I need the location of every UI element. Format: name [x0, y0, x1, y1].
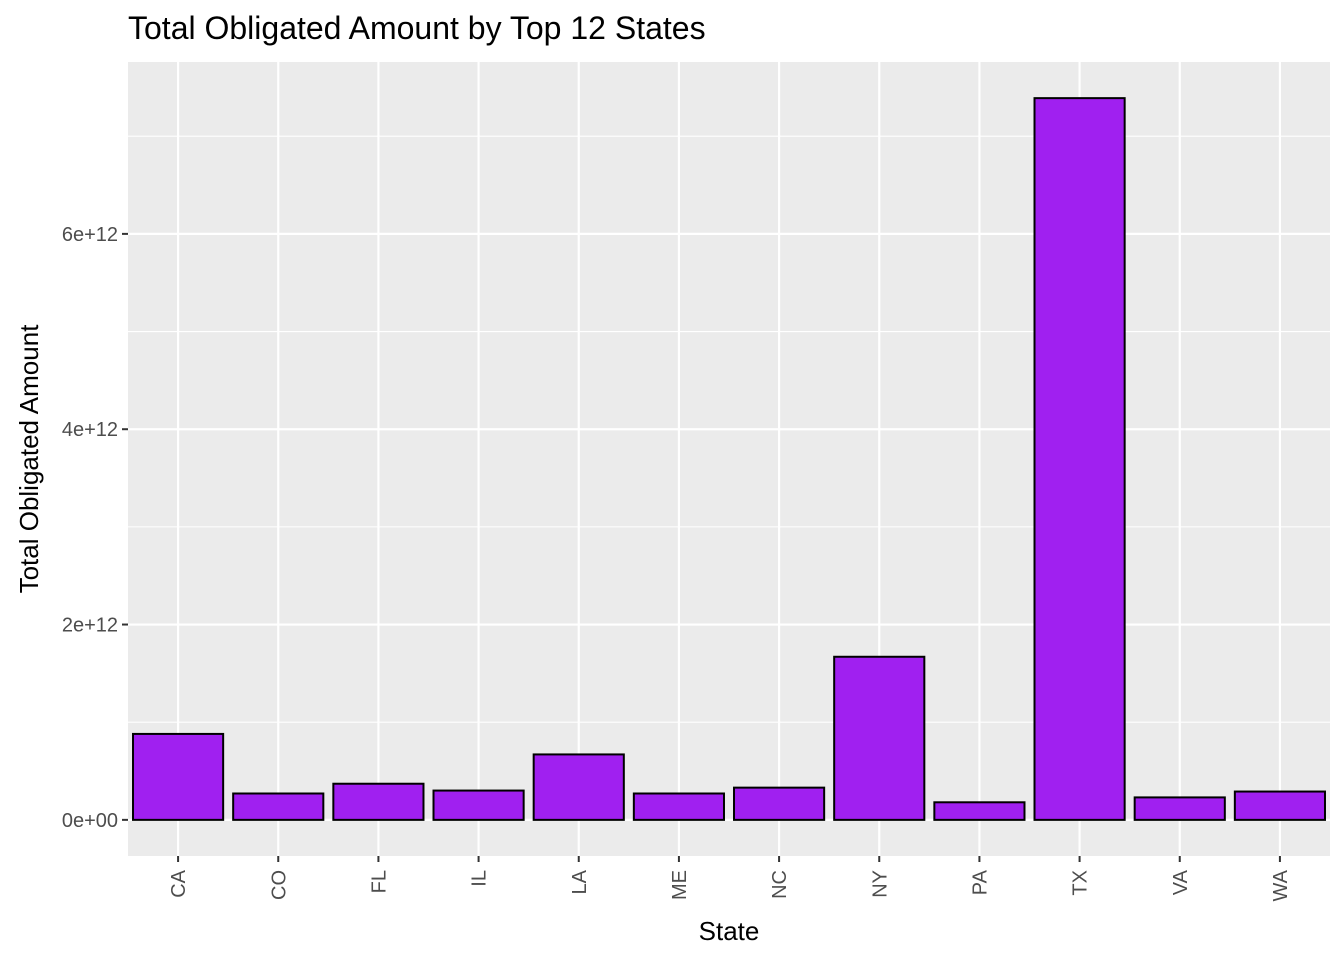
x-tick-label: WA [1270, 869, 1292, 901]
y-tick-label: 2e+12 [62, 615, 118, 637]
x-tick-label: CA [168, 869, 190, 897]
bar-pa [933, 801, 1026, 821]
bar-la [532, 753, 625, 821]
plot-panel [128, 62, 1330, 856]
y-axis: 0e+00 2e+12 4e+12 6e+12 [62, 224, 128, 832]
y-axis-title: Total Obligated Amount [14, 324, 44, 594]
bar-co [232, 792, 325, 821]
bar-ny [833, 655, 926, 821]
bar-ca [132, 732, 225, 821]
x-tick-label: NC [769, 870, 791, 899]
bars [132, 97, 1326, 821]
x-tick-label: TX [1070, 870, 1092, 896]
x-tick-label: VA [1170, 869, 1192, 895]
x-tick-label: NY [869, 870, 891, 898]
bar-me [632, 792, 725, 821]
bar-nc [733, 786, 826, 821]
x-axis-title: State [699, 916, 760, 946]
bar-tx [1033, 97, 1126, 821]
x-tick-label: ME [669, 870, 691, 900]
bar-va [1133, 796, 1226, 821]
y-tick-label: 6e+12 [62, 224, 118, 246]
x-tick-label: CO [268, 870, 290, 900]
bar-il [432, 789, 525, 821]
bar-fl [332, 782, 425, 821]
gridlines [128, 62, 1330, 856]
chart-title: Total Obligated Amount by Top 12 States [128, 10, 706, 46]
x-tick-label: FL [368, 870, 390, 893]
bar-wa [1233, 790, 1326, 821]
y-tick-label: 4e+12 [62, 419, 118, 441]
x-tick-label: PA [969, 869, 991, 895]
x-tick-label: LA [569, 869, 591, 894]
x-tick-label: IL [469, 870, 491, 887]
x-axis: CA CO FL IL LA ME NC NY PA TX VA WA [168, 856, 1292, 901]
y-tick-label: 0e+00 [62, 810, 118, 832]
